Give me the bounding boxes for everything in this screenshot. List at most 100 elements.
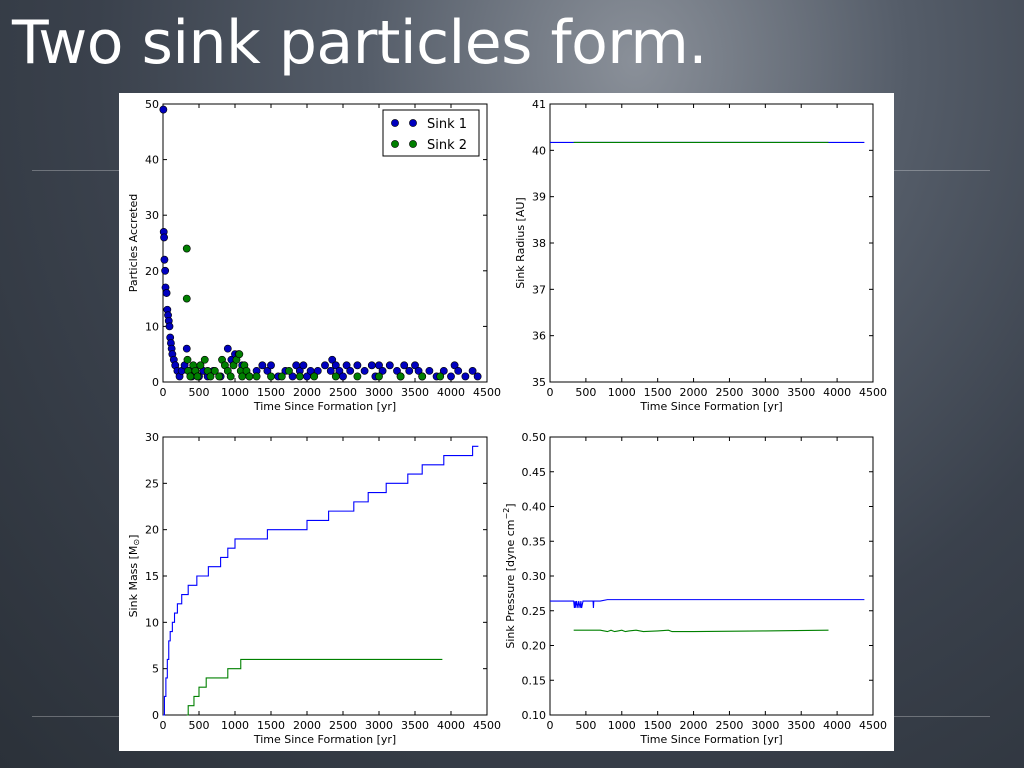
- x-axis-label: Time Since Formation [yr]: [639, 400, 782, 413]
- x-tick-label: 500: [189, 386, 210, 399]
- x-tick-label: 2000: [680, 719, 708, 732]
- data-point: [200, 355, 209, 364]
- legend-label: Sink 2: [427, 138, 467, 153]
- data-point: [346, 366, 355, 375]
- data-point: [206, 372, 215, 381]
- x-tick-label: 1000: [608, 386, 636, 399]
- series-line-sink-2: [573, 629, 829, 633]
- legend-marker: [391, 140, 399, 148]
- x-tick-label: 4000: [823, 386, 851, 399]
- data-point: [396, 372, 405, 381]
- y-tick-label: 41: [532, 98, 546, 111]
- data-point: [182, 294, 191, 303]
- data-point: [321, 361, 329, 370]
- y-axis-label-text: Particles Accreted: [127, 194, 140, 292]
- x-tick-label: 0: [160, 719, 167, 732]
- plot-frame: [549, 436, 874, 716]
- data-point: [313, 366, 322, 375]
- data-point: [454, 366, 463, 375]
- y-tick-label: 0.25: [522, 605, 547, 618]
- x-tick-label: 3000: [751, 386, 779, 399]
- y-axis-label-text: Sink Mass [M: [127, 546, 140, 618]
- data-point: [210, 366, 219, 375]
- data-point: [310, 372, 319, 381]
- x-tick-label: 500: [189, 719, 210, 732]
- x-tick-label: 2000: [293, 386, 321, 399]
- legend-label: Sink 1: [427, 117, 467, 132]
- plot-frame: [549, 103, 874, 383]
- y-axis-label-text: Sink Pressure [dyne cm: [504, 519, 517, 648]
- x-tick-label: 3000: [365, 386, 393, 399]
- data-point: [468, 366, 477, 375]
- x-tick-label: 2000: [680, 386, 708, 399]
- data-point: [473, 372, 482, 381]
- data-point: [182, 244, 191, 253]
- x-tick-label: 4000: [437, 719, 465, 732]
- y-tick-label: 15: [145, 570, 159, 583]
- series-line-sink-1: [550, 599, 865, 609]
- y-tick-label: 40: [532, 144, 546, 157]
- x-axis-label: Time Since Formation [yr]: [639, 733, 782, 746]
- data-point: [375, 361, 383, 370]
- data-point: [295, 372, 304, 381]
- x-tick-label: 4500: [473, 719, 501, 732]
- legend: Sink 1 Sink 2: [382, 109, 480, 157]
- legend-marker: [391, 119, 399, 127]
- x-tick-label: 1500: [644, 719, 672, 732]
- y-tick-label: 0.10: [522, 709, 547, 722]
- x-tick-label: 1500: [257, 719, 285, 732]
- y-tick-label: 0.45: [522, 466, 547, 479]
- y-tick-label: 50: [145, 98, 159, 111]
- data-point: [215, 372, 224, 381]
- legend-marker: [409, 119, 417, 127]
- x-tick-label: 1500: [644, 386, 672, 399]
- data-point: [223, 344, 232, 353]
- y-axis-label: Sink Radius [AU]: [514, 197, 527, 288]
- y-tick-label: 30: [145, 209, 159, 222]
- legend-box: [382, 109, 480, 157]
- data-point: [162, 289, 171, 297]
- y-tick-label: 20: [145, 265, 159, 278]
- data-point: [335, 366, 344, 375]
- y-tick-label: 38: [532, 237, 546, 250]
- series-line-sink-2: [186, 658, 443, 716]
- data-point: [425, 366, 434, 375]
- y-tick-label: 40: [145, 154, 159, 167]
- x-tick-label: 0: [547, 719, 554, 732]
- x-tick-label: 2500: [715, 386, 743, 399]
- data-point: [378, 366, 387, 375]
- data-point: [267, 372, 275, 381]
- x-tick-label: 1000: [221, 386, 249, 399]
- decorative-line-bottom-right: [894, 716, 990, 717]
- y-tick-label: 0.30: [522, 570, 547, 583]
- data-point: [267, 361, 275, 370]
- data-point: [182, 344, 191, 353]
- y-axis-label-close: ]: [127, 535, 140, 539]
- x-tick-label: 4500: [473, 386, 501, 399]
- x-tick-label: 500: [575, 386, 596, 399]
- decorative-line-bottom-left: [32, 716, 119, 717]
- data-point: [461, 372, 470, 381]
- x-tick-label: 0: [547, 386, 554, 399]
- y-tick-label: 39: [532, 191, 546, 204]
- chart-mass: 0 500 1000 1500 2000 2500 3000 3500 4000 4500 0 5 10…: [127, 431, 501, 746]
- y-axis-label: Sink Mass [M⊙]: [127, 535, 141, 618]
- y-tick-label: 10: [145, 616, 159, 629]
- data-point: [235, 350, 244, 359]
- data-point: [439, 366, 448, 375]
- data-point: [196, 361, 205, 370]
- slide-title: Two sink particles form.: [12, 8, 707, 78]
- decorative-line-right: [894, 170, 990, 171]
- data-point: [252, 372, 261, 381]
- y-axis-label-subscript: ⊙: [132, 539, 141, 546]
- y-tick-label: 0.20: [522, 640, 547, 653]
- x-tick-label: 3500: [787, 386, 815, 399]
- data-point: [353, 361, 362, 370]
- data-point: [258, 361, 267, 370]
- y-tick-label: 20: [145, 524, 159, 537]
- y-tick-label: 30: [145, 431, 159, 444]
- x-axis-label: Time Since Formation [yr]: [253, 733, 396, 746]
- data-point: [226, 372, 235, 381]
- x-tick-label: 4500: [859, 386, 887, 399]
- data-point: [339, 372, 347, 381]
